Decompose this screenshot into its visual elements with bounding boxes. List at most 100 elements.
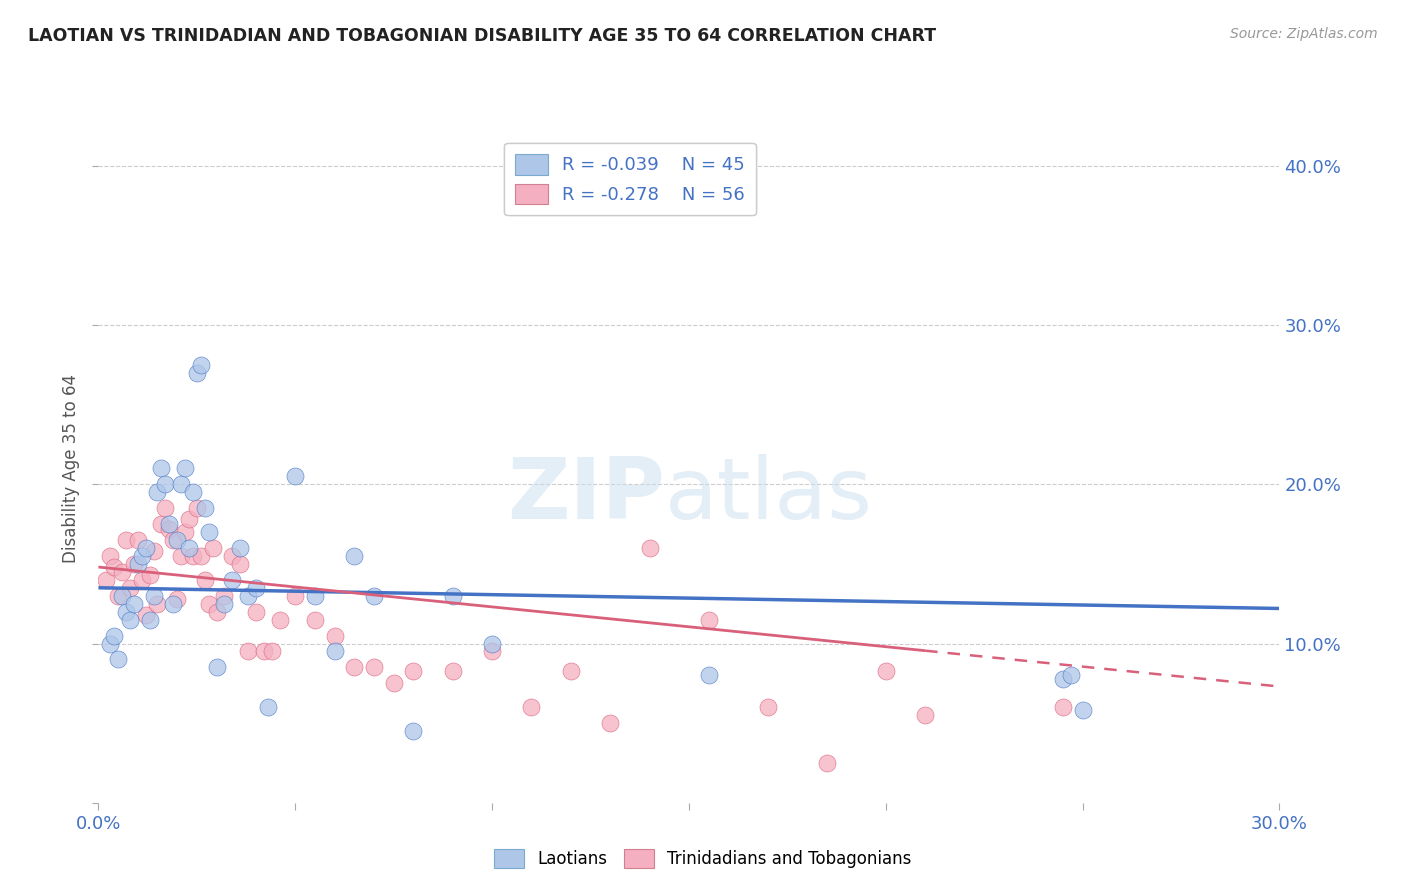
Point	[103, 560, 125, 574]
Point	[107, 589, 129, 603]
Point	[697, 613, 720, 627]
Text: LAOTIAN VS TRINIDADIAN AND TOBAGONIAN DISABILITY AGE 35 TO 64 CORRELATION CHART: LAOTIAN VS TRINIDADIAN AND TOBAGONIAN DI…	[28, 27, 936, 45]
Point	[115, 533, 138, 547]
Point	[284, 469, 307, 483]
Point	[481, 644, 503, 658]
Point	[304, 589, 326, 603]
Point	[155, 501, 177, 516]
Legend: Laotians, Trinidadians and Tobagonians: Laotians, Trinidadians and Tobagonians	[488, 842, 918, 875]
Point	[118, 613, 141, 627]
Point	[122, 597, 145, 611]
Point	[304, 613, 326, 627]
Point	[1071, 703, 1094, 717]
Point	[481, 636, 503, 650]
Point	[135, 607, 157, 622]
Point	[103, 628, 125, 642]
Point	[205, 660, 228, 674]
Point	[122, 557, 145, 571]
Point	[186, 366, 208, 380]
Point	[96, 573, 118, 587]
Point	[1060, 668, 1083, 682]
Legend: R = -0.039    N = 45, R = -0.278    N = 56: R = -0.039 N = 45, R = -0.278 N = 56	[505, 143, 755, 215]
Point	[190, 358, 212, 372]
Point	[201, 541, 224, 555]
Point	[181, 549, 204, 563]
Point	[150, 517, 173, 532]
Point	[441, 664, 464, 678]
Point	[150, 461, 173, 475]
Text: atlas: atlas	[665, 453, 873, 537]
Text: Source: ZipAtlas.com: Source: ZipAtlas.com	[1230, 27, 1378, 41]
Point	[343, 660, 366, 674]
Point	[157, 517, 180, 532]
Point	[245, 581, 267, 595]
Point	[127, 557, 149, 571]
Point	[197, 597, 219, 611]
Point	[166, 533, 188, 547]
Point	[214, 589, 236, 603]
Point	[138, 613, 160, 627]
Point	[197, 524, 219, 539]
Point	[382, 676, 405, 690]
Point	[221, 549, 243, 563]
Point	[1052, 700, 1074, 714]
Point	[236, 589, 259, 603]
Point	[599, 716, 621, 731]
Point	[142, 544, 165, 558]
Point	[229, 557, 252, 571]
Point	[190, 549, 212, 563]
Text: ZIP: ZIP	[508, 453, 665, 537]
Point	[177, 512, 200, 526]
Point	[111, 589, 134, 603]
Point	[402, 664, 425, 678]
Point	[245, 605, 267, 619]
Point	[194, 501, 217, 516]
Point	[155, 477, 177, 491]
Point	[323, 628, 346, 642]
Point	[146, 485, 169, 500]
Point	[142, 589, 165, 603]
Point	[115, 605, 138, 619]
Point	[914, 708, 936, 723]
Point	[205, 605, 228, 619]
Point	[194, 573, 217, 587]
Point	[118, 581, 141, 595]
Point	[363, 660, 385, 674]
Point	[256, 700, 278, 714]
Point	[98, 636, 121, 650]
Point	[229, 541, 252, 555]
Point	[343, 549, 366, 563]
Point	[174, 524, 197, 539]
Point	[162, 533, 184, 547]
Point	[214, 597, 236, 611]
Point	[756, 700, 779, 714]
Point	[135, 541, 157, 555]
Point	[131, 573, 153, 587]
Point	[875, 664, 897, 678]
Point	[166, 591, 188, 606]
Point	[815, 756, 838, 770]
Point	[170, 549, 193, 563]
Point	[1052, 672, 1074, 686]
Point	[323, 644, 346, 658]
Point	[441, 589, 464, 603]
Point	[170, 477, 193, 491]
Point	[162, 597, 184, 611]
Point	[127, 533, 149, 547]
Point	[221, 573, 243, 587]
Point	[177, 541, 200, 555]
Point	[186, 501, 208, 516]
Point	[181, 485, 204, 500]
Point	[697, 668, 720, 682]
Point	[402, 724, 425, 739]
Point	[138, 568, 160, 582]
Point	[520, 700, 543, 714]
Point	[269, 613, 291, 627]
Point	[638, 541, 661, 555]
Point	[284, 589, 307, 603]
Point	[174, 461, 197, 475]
Point	[98, 549, 121, 563]
Point	[107, 652, 129, 666]
Point	[111, 565, 134, 579]
Point	[260, 644, 283, 658]
